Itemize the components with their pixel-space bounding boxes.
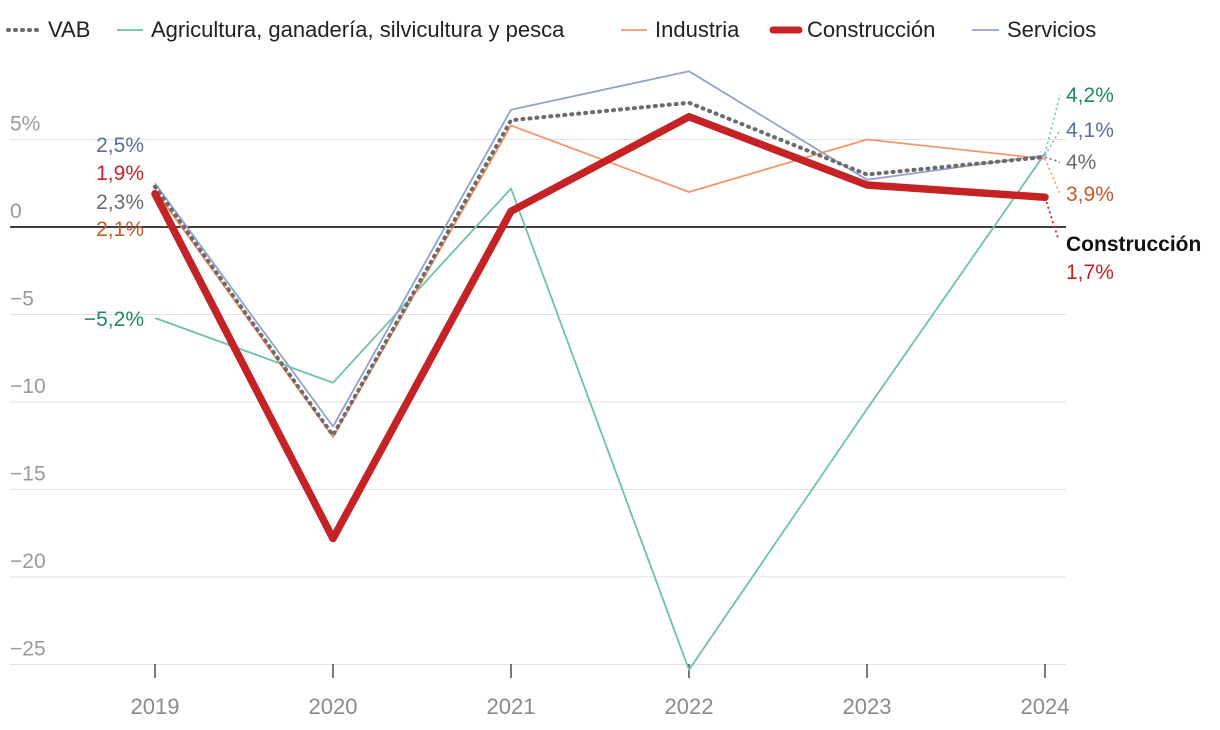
series-line-agri [154, 152, 1046, 671]
y-tick-label: −20 [10, 550, 46, 573]
legend-label-const: Construcción [807, 17, 935, 42]
legend-label-serv: Servicios [1007, 17, 1096, 42]
end-label-serv: 4,1% [1066, 119, 1114, 142]
start-label-ind: 2,1% [96, 218, 144, 241]
end-label-agri: 4,2% [1066, 84, 1114, 107]
end-label-const: 1,7% [1066, 261, 1114, 284]
start-label-vab: 2,3% [96, 191, 144, 214]
y-tick-label: −25 [10, 638, 46, 661]
data-labels: 2,5% 1,9% 2,3% 2,1% −5,2% 4,2% 4,1% 4% 3,9% Const… [84, 84, 1201, 331]
end-label-ind: 3,9% [1066, 183, 1114, 206]
leader-line-const [1044, 196, 1059, 239]
series-lines [151, 70, 1049, 671]
start-label-agri: −5,2% [84, 308, 144, 331]
y-tick-label: −15 [10, 463, 46, 486]
legend-label-vab: VAB [48, 17, 90, 42]
series-line-ind [154, 124, 1046, 438]
end-name-label-const: Construcción [1066, 233, 1201, 256]
leader-line-vab [1044, 156, 1061, 163]
x-tick-label: 2023 [843, 694, 892, 719]
series-line-serv [154, 70, 1046, 428]
leader-line-agri [1044, 94, 1061, 154]
x-tick-label: 2024 [1021, 694, 1070, 719]
x-tick-label: 2021 [487, 694, 536, 719]
start-label-serv: 2,5% [96, 134, 144, 157]
legend-label-agri: Agricultura, ganadería, silvicultura y p… [151, 17, 565, 42]
series-line-const [151, 113, 1049, 543]
x-tick-label: 2019 [131, 694, 180, 719]
x-axis: 2019 2020 2021 2022 2023 2024 [131, 664, 1070, 719]
y-tick-label: −5 [10, 288, 34, 311]
y-tick-label: 5% [10, 113, 40, 136]
x-tick-label: 2020 [309, 694, 358, 719]
legend-label-ind: Industria [655, 17, 740, 42]
y-tick-label: 0 [10, 200, 22, 223]
series-line-vab [153, 100, 1047, 438]
y-tick-label: −10 [10, 375, 46, 398]
y-axis: 5% 0 −5 −10 −15 −20 −25 [10, 113, 46, 661]
legend: VAB Agricultura, ganadería, silvicultura … [6, 17, 1096, 42]
start-label-const: 1,9% [96, 162, 144, 185]
x-tick-label: 2022 [665, 694, 714, 719]
end-label-vab: 4% [1066, 151, 1096, 174]
leader-line-ind [1044, 158, 1061, 195]
